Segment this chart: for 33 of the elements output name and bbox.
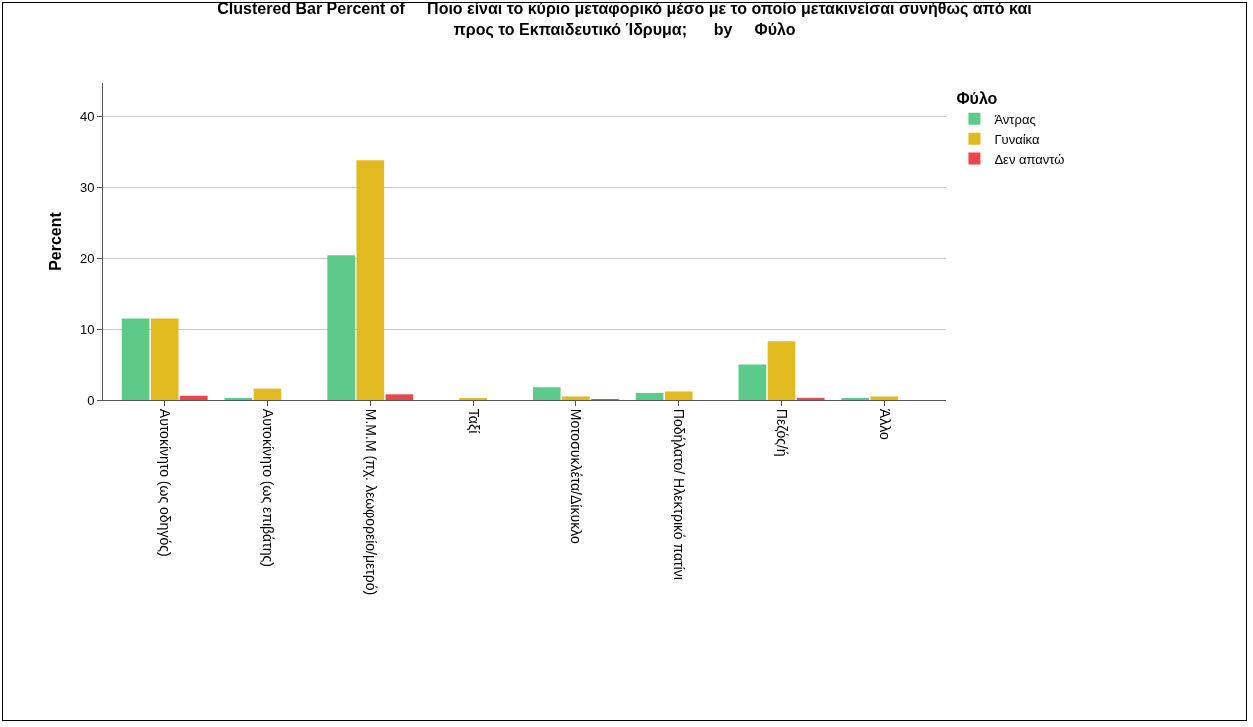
- bar: [356, 160, 385, 400]
- legend-title: Φύλο: [956, 89, 998, 107]
- bar: [870, 396, 899, 400]
- bar: [738, 364, 767, 400]
- bar: [121, 318, 150, 400]
- bar: [664, 391, 693, 400]
- x-tick-label: Αυτοκίνητο (ως οδηγός): [157, 408, 174, 557]
- bar: [635, 392, 664, 400]
- x-tick-label: Αυτοκίνητο (ως επιβάτης): [259, 408, 276, 567]
- bar: [327, 255, 355, 400]
- legend-label: Γυναίκα: [994, 131, 1040, 147]
- y-tick-label: 20: [79, 250, 95, 266]
- y-tick-label: 0: [87, 392, 95, 408]
- y-tick-label: 30: [79, 179, 95, 195]
- bar: [385, 394, 414, 400]
- y-axis-title: Percent: [47, 211, 64, 271]
- y-tick-label: 40: [79, 108, 95, 124]
- legend-label: Άντρας: [994, 111, 1036, 127]
- x-tick-label: Μοτοσυκλέτα/Δίκυκλο: [568, 408, 585, 544]
- bar: [532, 387, 561, 400]
- x-tick-label: Άλλο: [876, 408, 893, 440]
- legend-label: Δεν απαντώ: [994, 151, 1065, 167]
- x-tick-label: Μ.Μ.Μ (πχ. λεωφορείο/μετρό): [362, 408, 379, 596]
- bar: [562, 396, 590, 400]
- bar: [179, 395, 208, 400]
- x-tick-label: Πεζός/ή: [773, 408, 790, 457]
- bar: [253, 388, 282, 400]
- x-tick-label: Ταξί: [465, 408, 482, 434]
- bar: [767, 341, 796, 400]
- y-tick-label: 10: [79, 321, 95, 337]
- bar: [150, 318, 179, 400]
- x-tick-label: Ποδήλατο/ Ηλεκτρικό πατίνι: [671, 408, 688, 580]
- bar: [796, 397, 825, 400]
